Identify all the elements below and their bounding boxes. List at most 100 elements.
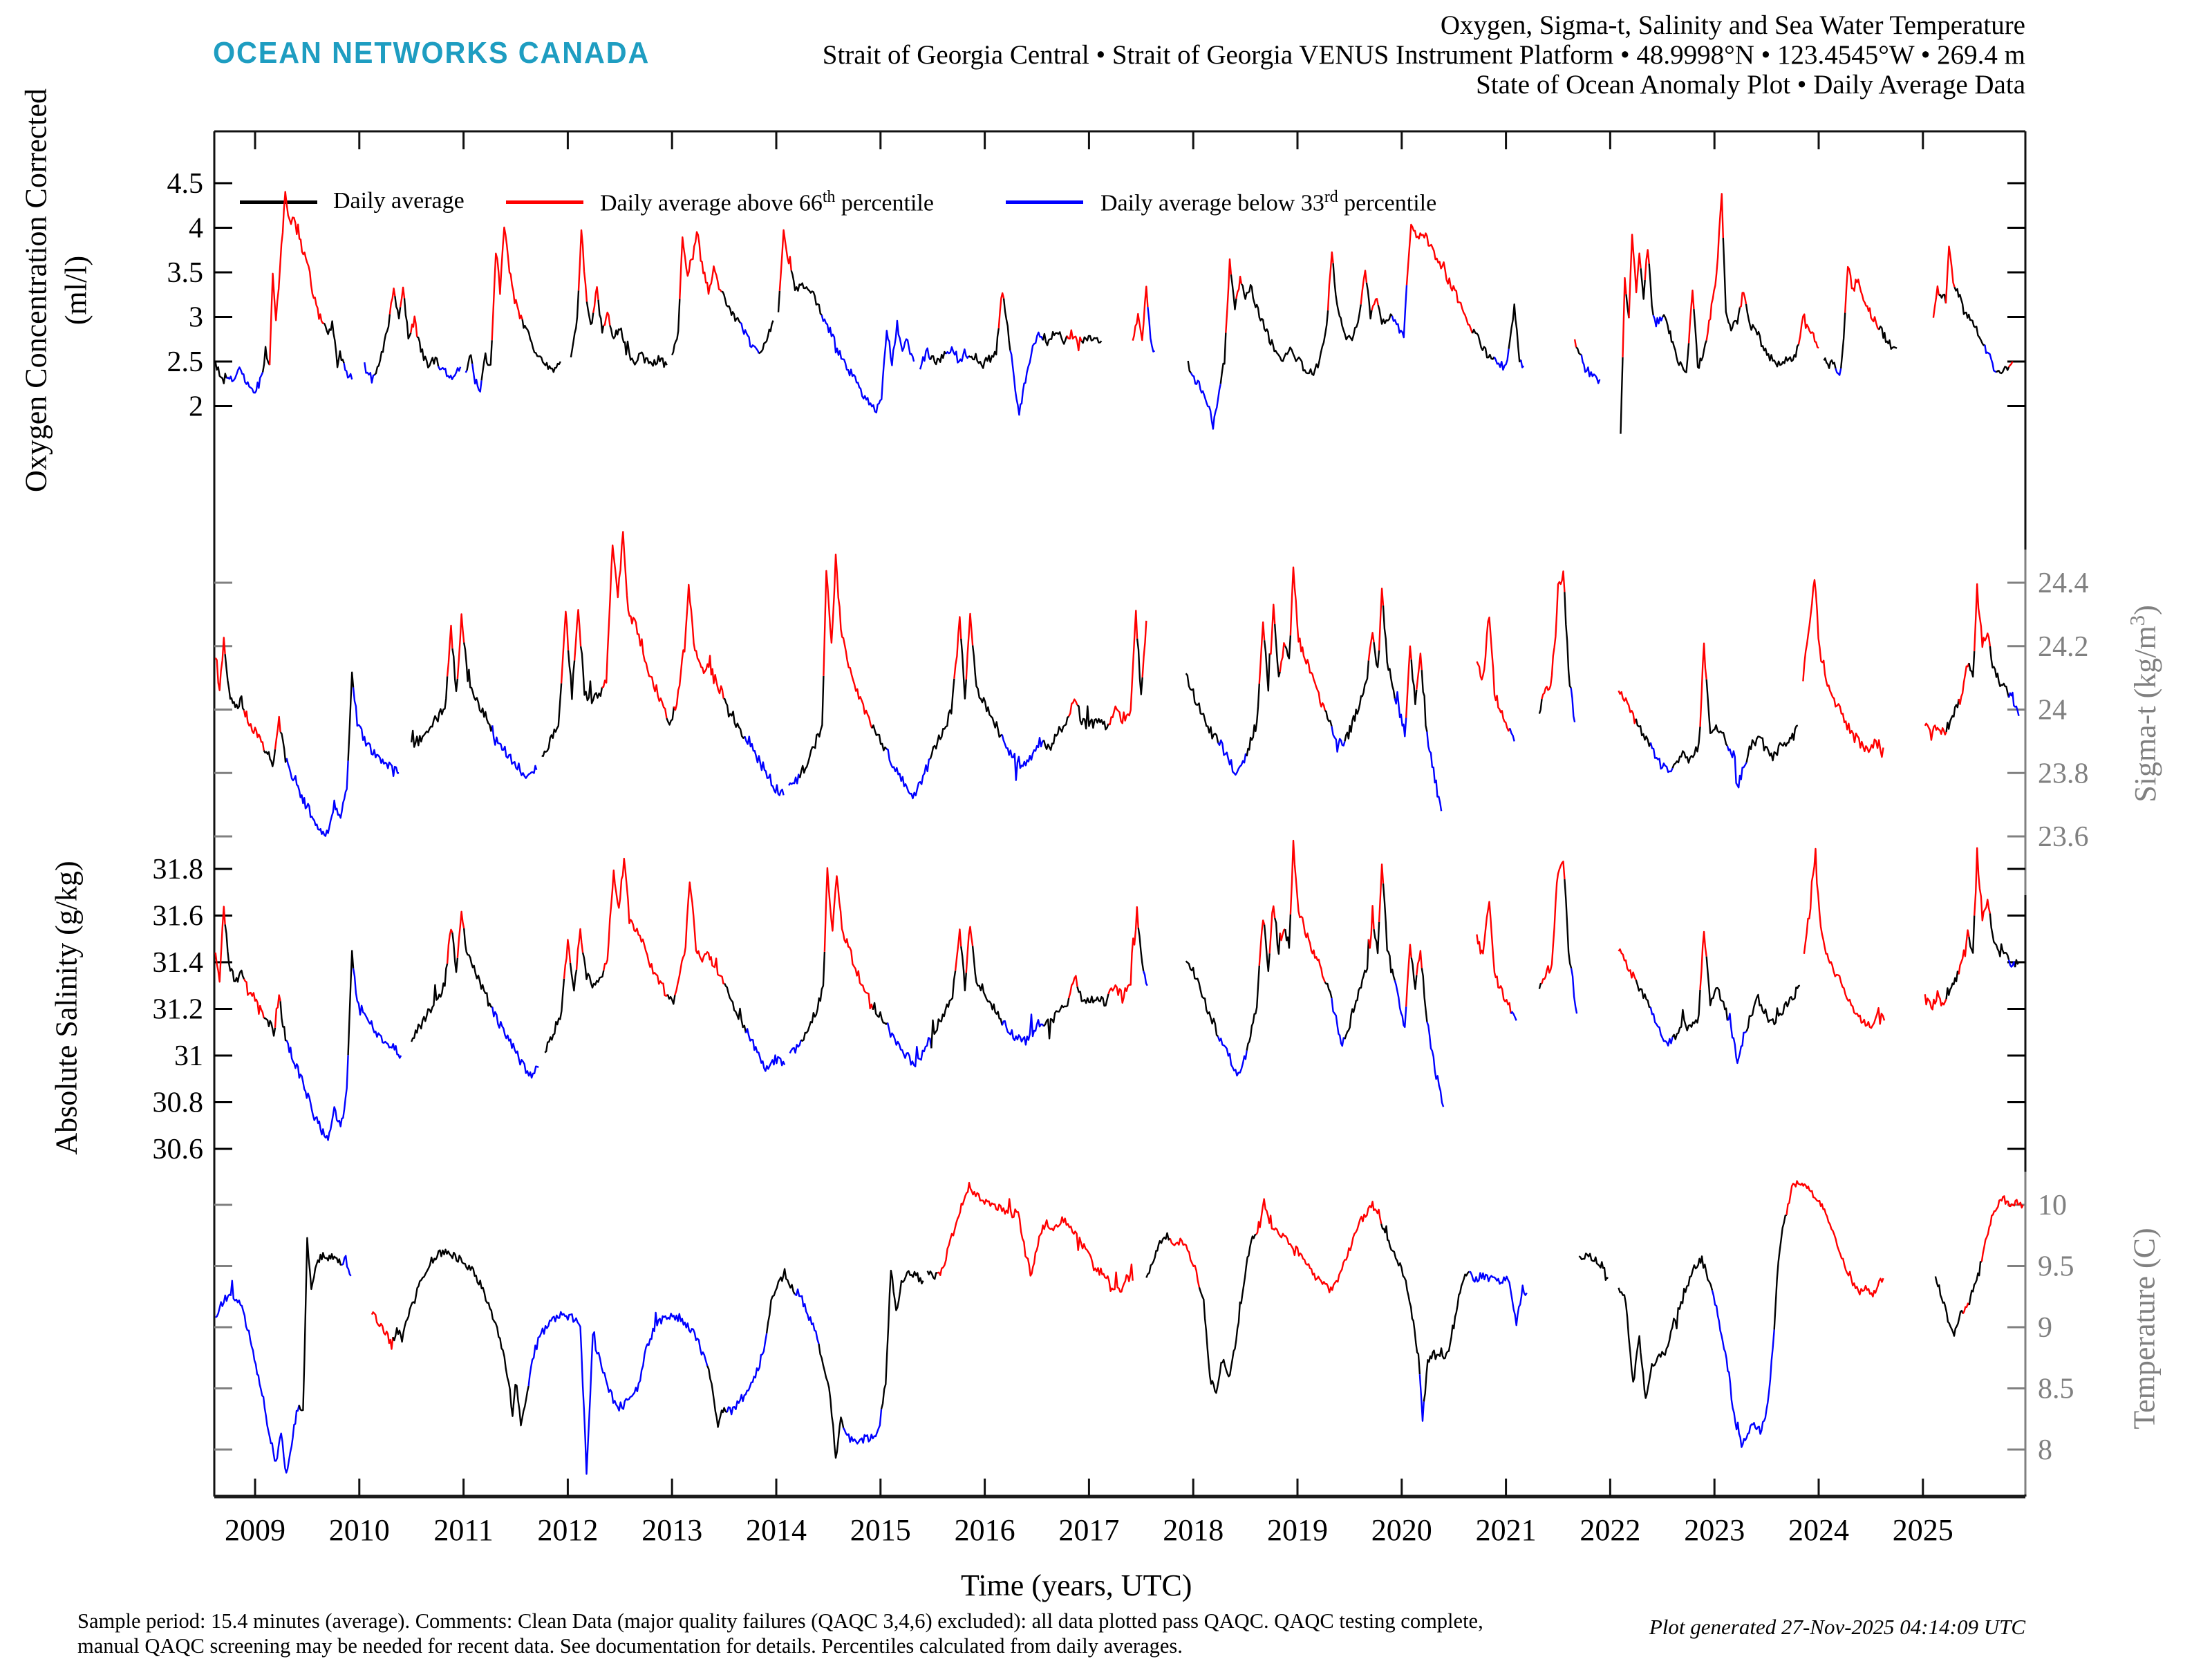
series-sigma-t-above66 (243, 710, 265, 751)
series-sigma-t-daily (1382, 605, 1396, 699)
series-oxygen-concentration-corrected-below33 (438, 366, 462, 380)
series-oxygen-concentration-corrected-daily (1219, 332, 1227, 384)
x-tick-label: 2020 (1371, 1513, 1432, 1547)
series-oxygen-concentration-corrected-above66 (1573, 339, 1577, 348)
legend-label-daily: Daily average (333, 188, 465, 214)
series-absolute-salinity-above66 (954, 928, 962, 971)
legend-label-below33: Daily average below 33rd percentile (1100, 188, 1437, 216)
series-oxygen-concentration-corrected-below33 (465, 370, 468, 373)
series-absolute-salinity-daily (800, 951, 826, 1042)
series-absolute-salinity-above66 (1958, 929, 1970, 975)
series-sigma-t-daily (1705, 679, 1728, 747)
series-absolute-salinity-daily (1382, 883, 1396, 981)
series-absolute-salinity-above66 (965, 926, 974, 973)
series-sigma-t-daily (567, 650, 576, 700)
series-sigma-t-above66 (1924, 722, 1947, 741)
series-oxygen-concentration-corrected-below33 (821, 315, 915, 413)
series-oxygen-concentration-corrected-below33 (1580, 354, 1601, 384)
series-temperature-below33 (214, 1280, 300, 1474)
y-tick-label-sigma-t: 24 (2038, 695, 2067, 727)
series-absolute-salinity-daily (569, 962, 578, 992)
series-oxygen-concentration-corrected-above66 (1628, 234, 1642, 319)
series-sigma-t-daily (1344, 660, 1370, 742)
series-absolute-salinity-above66 (1258, 919, 1266, 966)
series-oxygen-concentration-corrected-above66 (997, 292, 1005, 329)
series-temperature-below33 (843, 1409, 883, 1445)
series-oxygen-concentration-corrected-above66 (268, 191, 325, 366)
series-absolute-salinity-below33 (789, 1040, 802, 1054)
series-temperature-above66 (937, 1181, 1134, 1293)
series-sigma-t-daily (579, 646, 603, 704)
series-sigma-t-daily (451, 648, 459, 693)
series-absolute-salinity-daily (1246, 965, 1260, 1051)
x-tick-label: 2011 (433, 1513, 493, 1547)
series-temperature-daily (765, 1268, 796, 1334)
x-tick-label: 2012 (537, 1513, 598, 1547)
series-oxygen-concentration-corrected-above66 (1644, 249, 1650, 281)
series-sigma-t-below33 (788, 774, 801, 786)
series-absolute-salinity-daily (1968, 915, 1976, 954)
series-oxygen-concentration-corrected-daily (1823, 357, 1837, 369)
y-tick-label-temperature: 9 (2038, 1312, 2052, 1344)
series-absolute-salinity-daily (724, 983, 747, 1033)
series-sigma-t-above66 (456, 613, 465, 679)
series-absolute-salinity-daily (1284, 914, 1292, 949)
series-temperature-daily (818, 1343, 845, 1459)
series-absolute-salinity-daily (1564, 879, 1573, 969)
series-absolute-salinity-daily (411, 963, 449, 1042)
series-oxygen-concentration-corrected-below33 (740, 321, 760, 354)
series-oxygen-concentration-corrected-below33 (343, 363, 353, 380)
series-sigma-t-daily (279, 731, 288, 763)
series-oxygen-concentration-corrected-above66 (778, 229, 792, 291)
series-sigma-t-above66 (1378, 588, 1385, 651)
series-oxygen-concentration-corrected-below33 (1147, 306, 1155, 353)
series-sigma-t-daily (971, 645, 1003, 738)
series-absolute-salinity-daily (960, 946, 967, 992)
series-oxygen-concentration-corrected-below33 (1520, 359, 1525, 368)
series-absolute-salinity-above66 (1924, 990, 1947, 1011)
series-oxygen-concentration-corrected-daily (1938, 293, 1947, 303)
series-absolute-salinity-below33 (1510, 1011, 1517, 1021)
series-sigma-t-daily (1635, 718, 1652, 747)
y-tick-label-sigma-t: 24.2 (2038, 631, 2089, 663)
series-sigma-t-below33 (491, 725, 538, 779)
series-sigma-t-daily (1671, 727, 1701, 769)
x-tick-label: 2025 (1893, 1513, 1953, 1547)
series-oxygen-concentration-corrected-above66 (577, 229, 588, 302)
series-absolute-salinity-above66 (1541, 861, 1566, 984)
series-oxygen-concentration-corrected-below33 (1493, 348, 1510, 371)
series-oxygen-concentration-corrected-above66 (1327, 251, 1334, 311)
series-absolute-salinity-daily (2014, 959, 2020, 968)
series-absolute-salinity-daily (1745, 984, 1801, 1032)
series-sigma-t-below33 (1217, 739, 1248, 776)
series-oxygen-concentration-corrected-daily (1080, 335, 1103, 344)
series-sigma-t-daily (1538, 699, 1543, 714)
series-absolute-salinity-above66 (1107, 906, 1139, 1004)
series-temperature-above66 (1169, 1237, 1201, 1288)
station-subtitle: Strait of Georgia Central • Strait of Ge… (822, 40, 2025, 70)
plot-generated-timestamp: Plot generated 27-Nov-2025 04:14:09 UTC (1649, 1615, 2025, 1639)
series-sigma-t-daily (799, 675, 825, 778)
y-tick-label-absolute-salinity: 30.8 (153, 1087, 204, 1119)
series-oxygen-concentration-corrected-daily (416, 336, 440, 368)
series-oxygen-concentration-corrected-below33 (226, 366, 264, 394)
series-sigma-t-below33 (1394, 691, 1407, 738)
series-sigma-t-daily (871, 724, 888, 751)
series-sigma-t-daily (411, 676, 449, 748)
series-oxygen-concentration-corrected-below33 (1190, 372, 1221, 430)
series-sigma-t-daily (1284, 635, 1292, 659)
series-oxygen-concentration-corrected-below33 (1835, 368, 1842, 376)
x-tick-label: 2013 (641, 1513, 702, 1547)
series-sigma-t-above66 (214, 637, 226, 691)
series-absolute-salinity-daily (451, 932, 459, 973)
series-sigma-t-below33 (1570, 688, 1576, 723)
series-absolute-salinity-daily (544, 978, 565, 1053)
x-axis-title: Time (years, UTC) (961, 1568, 1192, 1602)
series-temperature-above66 (1980, 1195, 2024, 1262)
legend-line-below33 (1006, 200, 1083, 204)
series-oxygen-concentration-corrected-daily (323, 320, 345, 368)
series-oxygen-concentration-corrected-daily (1187, 360, 1192, 374)
series-sigma-t-daily (224, 654, 245, 711)
series-oxygen-concentration-corrected-daily (1575, 346, 1582, 356)
series-absolute-salinity-above66 (274, 994, 281, 1028)
